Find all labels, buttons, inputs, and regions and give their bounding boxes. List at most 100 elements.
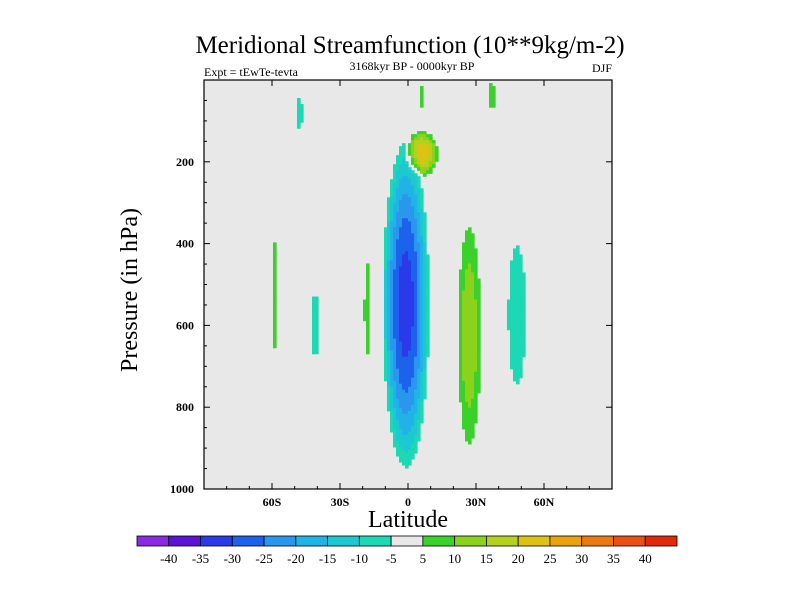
contour-cell [519, 266, 523, 271]
contour-cell [408, 197, 412, 201]
contour-cell [411, 269, 415, 274]
contour-cell [405, 203, 409, 207]
contour-cell [465, 299, 469, 304]
contour-cell [387, 224, 391, 228]
contour-cell [468, 419, 472, 424]
contour-cell [471, 392, 475, 397]
contour-cell [408, 245, 412, 250]
contour-cell [402, 407, 406, 412]
contour-cell [420, 257, 424, 262]
contour-cell [462, 278, 466, 283]
contour-cell [408, 269, 412, 274]
contour-cell [417, 152, 421, 156]
contour-cell [387, 329, 391, 334]
contour-cell [477, 368, 481, 373]
contour-cell [417, 422, 421, 427]
contour-cell [474, 314, 478, 319]
contour-cell [414, 350, 418, 355]
contour-cell [414, 197, 418, 201]
contour-cell [402, 281, 406, 286]
contour-cell [273, 296, 277, 301]
contour-cell [408, 311, 412, 316]
contour-cell [513, 284, 517, 289]
contour-cell [393, 341, 397, 346]
contour-cell [423, 173, 427, 177]
contour-cell [408, 434, 412, 439]
contour-cell [474, 374, 478, 379]
contour-cell [366, 347, 370, 352]
contour-cell [417, 305, 421, 310]
contour-cell [414, 254, 418, 259]
contour-cell [396, 161, 400, 165]
contour-cell [411, 356, 415, 361]
contour-cell [465, 239, 469, 243]
contour-cell [414, 155, 418, 159]
contour-cell [426, 299, 430, 304]
contour-cell [474, 404, 478, 409]
contour-cell [411, 299, 415, 304]
contour-cell [516, 320, 520, 325]
contour-cell [507, 314, 511, 319]
contour-cell [426, 347, 430, 352]
contour-cell [426, 305, 430, 310]
contour-cell [405, 329, 409, 334]
contour-cell [522, 281, 526, 286]
contour-cell [384, 233, 388, 237]
contour-cell [426, 308, 430, 313]
contour-cell [273, 278, 277, 283]
contour-cell [492, 86, 496, 90]
contour-cell [396, 428, 400, 433]
contour-cell [522, 278, 526, 283]
contour-cell [405, 263, 409, 268]
contour-cell [459, 272, 463, 277]
contour-cell [363, 299, 367, 304]
contour-cell [387, 248, 391, 253]
contour-cell [384, 227, 388, 231]
contour-cell [426, 155, 430, 159]
contour-cell [468, 404, 472, 409]
contour-cell [513, 341, 517, 346]
contour-cell [393, 359, 397, 364]
contour-cell [387, 239, 391, 243]
contour-cell [459, 293, 463, 298]
contour-cell [405, 242, 409, 247]
contour-cell [408, 284, 412, 289]
contour-cell [273, 323, 277, 328]
contour-cell [465, 362, 469, 367]
contour-cell [366, 335, 370, 340]
contour-cell [402, 344, 406, 349]
contour-cell [393, 194, 397, 198]
contour-cell [405, 353, 409, 358]
contour-cell [414, 161, 418, 165]
contour-cell [474, 323, 478, 328]
contour-cell [411, 395, 415, 400]
contour-cell [384, 287, 388, 292]
contour-cell [420, 164, 424, 168]
contour-cell [384, 302, 388, 307]
contour-cell [459, 356, 463, 361]
contour-cell [393, 326, 397, 331]
contour-cell [522, 275, 526, 280]
contour-cell [405, 365, 409, 370]
contour-cell [312, 317, 316, 322]
contour-cell [408, 257, 412, 262]
contour-cell [459, 398, 463, 403]
contour-cell [414, 323, 418, 328]
contour-cell [471, 269, 475, 274]
contour-cell [420, 392, 424, 397]
contour-cell [516, 260, 520, 265]
contour-cell [399, 296, 403, 301]
contour-cell [414, 407, 418, 412]
contour-cell [414, 359, 418, 364]
contour-cell [411, 293, 415, 298]
contour-cell [408, 332, 412, 337]
contour-cell [471, 326, 475, 331]
contour-cell [519, 344, 523, 349]
contour-cell [399, 332, 403, 337]
contour-cell [408, 383, 412, 388]
contour-cell [366, 275, 370, 280]
contour-cell [411, 188, 415, 192]
contour-cell [297, 98, 301, 102]
contour-cell [513, 377, 517, 382]
contour-cell [399, 212, 403, 216]
